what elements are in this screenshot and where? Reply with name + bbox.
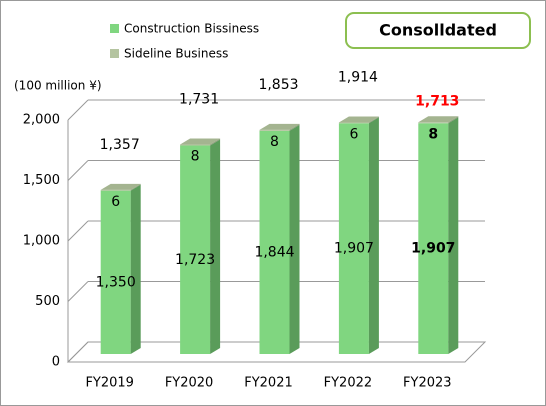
bar-segment xyxy=(338,122,369,124)
bar-side xyxy=(368,116,379,124)
bar-side xyxy=(448,117,459,355)
bar-side xyxy=(368,117,379,355)
x-tick-label: FY2021 xyxy=(244,376,293,391)
y-tick-label: 1,000 xyxy=(23,234,60,249)
bar-top xyxy=(180,138,221,145)
bar-segment xyxy=(180,145,211,354)
bar-segment xyxy=(259,129,290,131)
data-label: 1,723 xyxy=(175,252,215,268)
data-label: 1,907 xyxy=(334,241,374,257)
grid-line-side xyxy=(67,160,89,181)
data-label: 1,844 xyxy=(254,244,294,260)
bar-segment xyxy=(338,123,369,355)
legend-swatch xyxy=(110,24,119,33)
legend-label: Sideline Business xyxy=(124,47,228,61)
badge-box xyxy=(345,12,531,49)
data-label: 6 xyxy=(111,194,120,210)
bar-segment xyxy=(180,144,211,146)
badge: Consolldated xyxy=(379,21,497,40)
x-tick-label: FY2023 xyxy=(403,376,452,391)
bar-segment xyxy=(100,189,131,191)
y-axis-label: (100 million ¥) xyxy=(14,79,102,93)
bar-side xyxy=(289,124,300,354)
data-label: 6 xyxy=(349,127,358,143)
total-label: 1,853 xyxy=(258,77,298,93)
x-tick-label: FY2019 xyxy=(85,376,134,391)
bar-top xyxy=(338,116,379,123)
y-tick-label: 1,500 xyxy=(23,173,60,188)
bar-segment xyxy=(100,190,131,354)
total-label: 1,713 xyxy=(415,94,459,110)
bar-side xyxy=(210,138,221,146)
grid-line-side xyxy=(67,220,89,242)
bar-top xyxy=(100,183,141,190)
bar-segment xyxy=(418,123,449,355)
y-tick-label: 0 xyxy=(52,355,60,370)
data-label: 1,907 xyxy=(411,241,455,257)
bar-side xyxy=(130,184,141,354)
bar-segment xyxy=(418,122,449,124)
total-label: 1,731 xyxy=(179,92,219,108)
bar-side xyxy=(289,123,300,131)
y-tick-label: 500 xyxy=(35,294,60,309)
grid-line-side xyxy=(67,341,89,363)
x-tick-label: FY2022 xyxy=(324,376,373,391)
data-label: 8 xyxy=(270,134,279,150)
bar-side xyxy=(210,139,221,354)
x-tick-label: FY2020 xyxy=(165,376,214,391)
bar-top xyxy=(418,116,459,123)
data-label: 8 xyxy=(428,126,438,142)
total-label: 1,914 xyxy=(338,69,378,85)
bar-side xyxy=(448,116,459,124)
legend-label: Construction Bissiness xyxy=(124,22,259,36)
bar-side xyxy=(130,183,141,191)
grid-line-side xyxy=(67,99,89,121)
y-tick-label: 2,000 xyxy=(23,113,60,128)
data-label: 8 xyxy=(191,149,200,165)
bar-segment xyxy=(259,130,290,354)
legend-swatch xyxy=(110,49,119,58)
total-label: 1,357 xyxy=(100,137,140,153)
bar-top xyxy=(259,123,300,130)
data-label: 1,350 xyxy=(96,274,136,290)
grid-line-side xyxy=(67,281,89,302)
